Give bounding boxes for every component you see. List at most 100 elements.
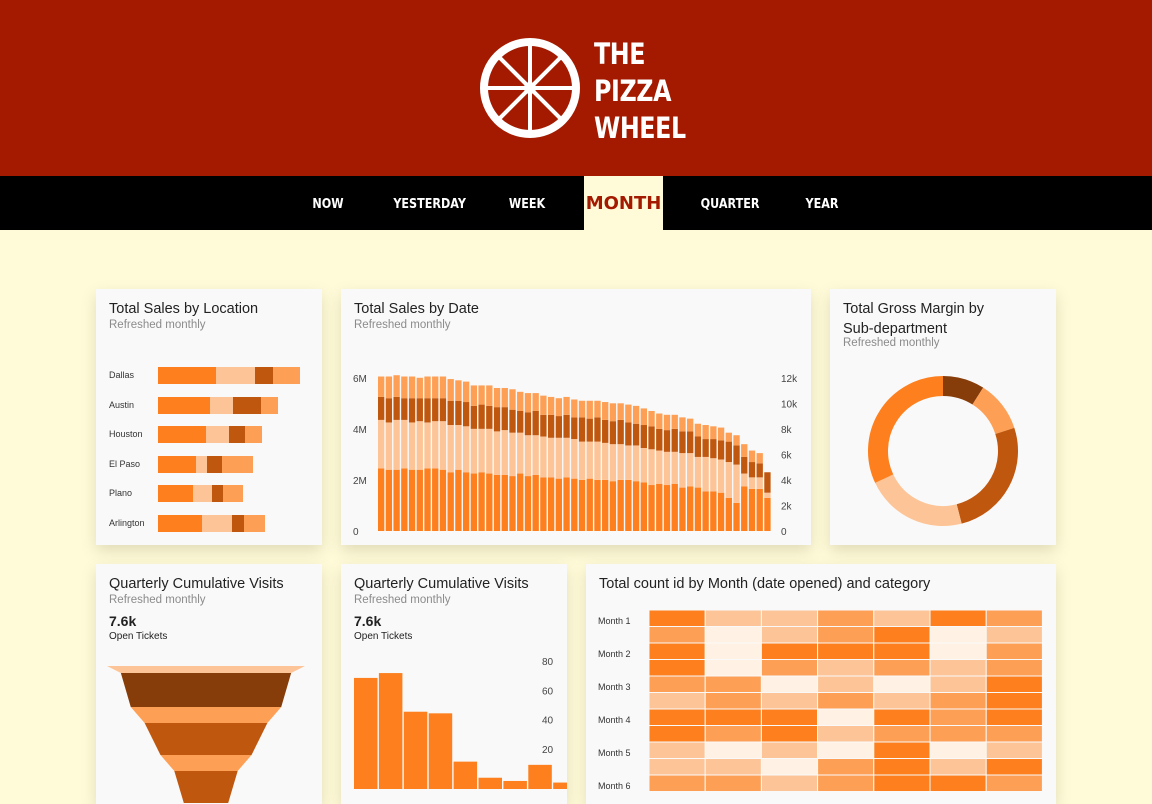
location-label: Houston <box>109 429 143 440</box>
date-bar-segment <box>602 419 609 443</box>
date-bar-segment <box>401 468 408 531</box>
date-bar-segment <box>571 417 578 440</box>
heatmap-cell <box>873 609 931 627</box>
heatmap-cell <box>985 708 1043 726</box>
date-bar-segment <box>547 414 555 438</box>
heatmap-cell <box>873 659 931 677</box>
date-bar-segment <box>648 485 655 531</box>
location-bar-segment <box>158 455 196 473</box>
location-bar-segment <box>216 367 255 384</box>
heatmap-cell <box>704 659 762 677</box>
date-bar-segment <box>741 456 748 474</box>
date-bar-segment <box>578 441 586 480</box>
date-bar-segment <box>710 439 717 459</box>
date-bar-segment <box>486 473 493 531</box>
heatmap-cell <box>985 675 1043 693</box>
date-bar-segment <box>517 410 524 433</box>
heatmap-cell <box>873 708 931 726</box>
date-bar-segment <box>586 400 593 419</box>
card-subtitle: Refreshed monthly <box>843 337 940 349</box>
location-bar-segment <box>158 485 193 503</box>
heatmap-cell <box>760 659 819 677</box>
date-bar-segment <box>679 487 686 531</box>
location-bar-segment <box>222 455 253 473</box>
date-bar-segment <box>748 462 756 478</box>
funnel-stage <box>130 707 282 723</box>
date-bar-segment <box>710 426 717 440</box>
heatmap-cell <box>873 741 931 759</box>
date-bar-segment <box>725 497 732 531</box>
date-bar-segment <box>640 425 647 448</box>
date-bar-segment <box>416 421 423 470</box>
heatmap-cell <box>985 626 1043 644</box>
heatmap-cell <box>648 741 706 759</box>
tab-month[interactable]: MONTH <box>584 176 663 230</box>
date-bar-segment <box>632 481 640 531</box>
brand-line: WHEEL <box>594 111 686 145</box>
heatmap-cell <box>985 725 1043 743</box>
date-bar-segment <box>439 376 447 399</box>
date-bar-segment <box>470 385 478 406</box>
date-bar-segment <box>524 393 532 413</box>
tab-yesterday[interactable]: YESTERDAY <box>393 197 466 212</box>
location-label: El Paso <box>109 458 141 469</box>
date-bar-segment <box>632 445 640 482</box>
brand-line: PIZZA <box>594 74 672 108</box>
date-bar-segment <box>424 468 431 531</box>
date-bar-segment <box>478 428 485 473</box>
heatmap-cell <box>817 642 875 660</box>
date-bar-segment <box>509 409 516 433</box>
y-axis-right-tick: 0 <box>781 527 787 538</box>
card-title: Quarterly Cumulative Visits <box>354 576 529 592</box>
date-bar-segment <box>532 474 539 531</box>
y-axis-left-tick: 4M <box>353 425 367 436</box>
date-bar-segment <box>625 404 632 423</box>
date-bar-segment <box>656 483 663 531</box>
date-bar-segment <box>547 437 555 478</box>
date-bar-segment <box>586 478 593 531</box>
date-bar-segment <box>687 453 694 487</box>
date-bar-segment <box>741 473 748 487</box>
heatmap-row-label: Month 5 <box>598 748 631 758</box>
date-bar-segment <box>625 445 632 480</box>
pizza-wheel-logo-icon <box>480 38 580 138</box>
date-bar-segment <box>462 426 470 473</box>
heatmap-cell <box>648 626 706 644</box>
date-bar-segment <box>694 423 702 437</box>
visits-funnel-chart <box>107 666 305 803</box>
card-subtitle: Refreshed monthly <box>354 319 451 331</box>
visits-bar <box>428 713 453 789</box>
date-bar-segment <box>540 395 547 415</box>
date-bar-segment <box>594 400 601 418</box>
date-bar-segment <box>455 380 462 401</box>
date-bar-segment <box>486 405 493 429</box>
tab-quarter[interactable]: QUARTER <box>700 197 760 212</box>
tab-week[interactable]: WEEK <box>508 197 546 212</box>
heatmap-cell <box>929 774 987 792</box>
heatmap-cell <box>817 708 875 726</box>
funnel-stage <box>174 771 238 803</box>
gross-margin-donut-chart <box>868 376 1018 526</box>
heatmap-cell <box>929 758 987 776</box>
date-bar-segment <box>401 419 408 469</box>
card-title: Total Sales by Location <box>109 301 259 317</box>
date-bar-segment <box>563 414 570 438</box>
card-subtitle: Refreshed monthly <box>109 319 206 331</box>
tab-now[interactable]: NOW <box>312 197 344 212</box>
y-axis-right-tick: 6k <box>781 450 793 461</box>
date-bar-segment <box>416 469 423 531</box>
y-axis-left-tick: 0 <box>353 527 359 538</box>
date-bar-segment <box>609 444 617 482</box>
location-bar-segment <box>273 367 300 384</box>
date-bar-segment <box>602 479 609 531</box>
date-bar-segment <box>447 400 454 426</box>
date-bar-segment <box>663 430 671 452</box>
date-bar-segment <box>679 453 686 488</box>
date-bar-segment <box>756 488 763 531</box>
heatmap-cell <box>817 774 875 792</box>
heatmap-cell <box>929 609 987 627</box>
date-bar-segment <box>424 398 431 423</box>
tab-year[interactable]: YEAR <box>805 197 839 212</box>
y-axis-right-tick: 12k <box>781 374 798 385</box>
heatmap-cell <box>760 725 819 743</box>
